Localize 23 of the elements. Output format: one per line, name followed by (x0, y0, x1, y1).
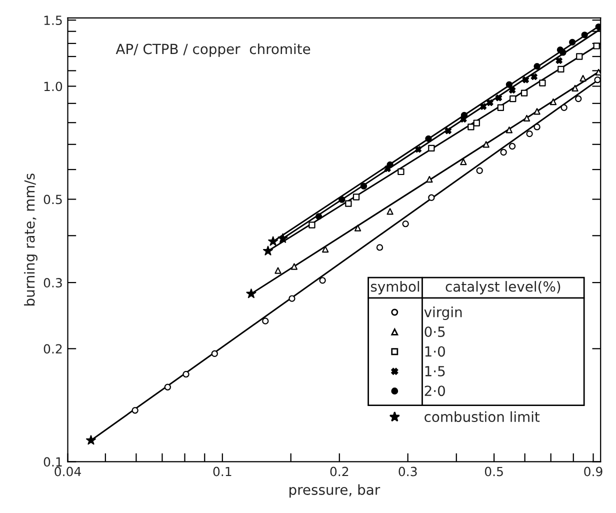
x-tick-label: 0.1 (213, 466, 232, 476)
x-tick-label: 0.3 (398, 466, 417, 476)
legend-label: 0·5 (424, 326, 445, 338)
y-tick-label: 0.1 (44, 457, 62, 467)
legend-title: catalyst level(%) (446, 281, 560, 294)
legend-label: virgin (424, 306, 462, 320)
legend-label: 1·0 (425, 346, 445, 357)
y-tick-label: 0.3 (44, 278, 62, 288)
y-axis-title: burning rate, mm/s (24, 174, 38, 306)
legend-label: 2·0 (424, 386, 445, 396)
y-tick-label: 0.5 (44, 194, 62, 204)
text: AP/ CTPB / copper chromite (116, 43, 310, 57)
y-tick-label: 0.2 (44, 344, 62, 354)
x-tick-label: 0.04 (54, 466, 81, 476)
legend-label: combustion limit (424, 411, 540, 422)
x-tick-label: 0.9 (584, 466, 602, 476)
legend-label: 1·5 (425, 366, 445, 376)
x-tick-label: 0.2 (330, 466, 348, 476)
x-axis-title: pressure, bar (290, 484, 380, 498)
y-tick-label: 1.0 (44, 82, 62, 92)
annotation: symbol (370, 281, 420, 294)
x-tick-label: 0.5 (484, 466, 503, 476)
y-tick-label: 1.5 (44, 16, 62, 26)
